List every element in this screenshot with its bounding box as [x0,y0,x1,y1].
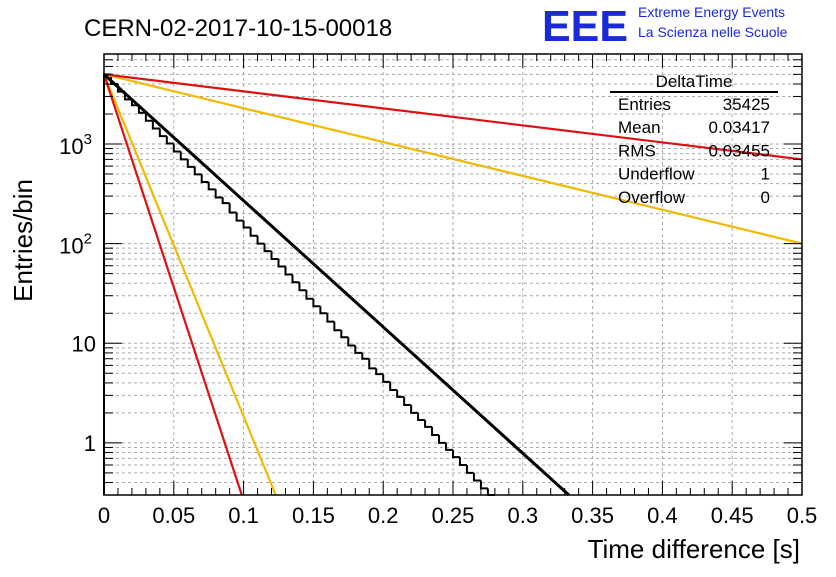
x-tick-label: 0.15 [292,503,335,528]
stats-row-value: 1 [761,165,770,184]
org-name-line1: Extreme Energy Events [638,4,785,20]
stats-row-value: 0.03455 [709,141,770,160]
histogram-bin [445,442,453,451]
histogram-bin [277,259,286,268]
histogram-bin [452,449,460,459]
histogram-bin [158,128,167,138]
histogram-bin [319,306,328,315]
histogram-bin [221,197,230,205]
fit-lines-layer [102,73,803,497]
histogram-bin [200,174,209,184]
x-tick-label: 0.05 [152,503,195,528]
x-tick-label: 0.3 [508,503,539,528]
x-tick-label: 0.35 [571,503,614,528]
stats-row-label: RMS [618,141,656,160]
stats-row-label: Entries [618,95,671,114]
y-axis-title: Entries/bin [8,179,38,302]
y-tick-label: 103 [59,131,92,159]
histogram-bin [207,182,216,191]
histogram-bin [242,220,251,229]
eee-logo: EEE [542,2,628,51]
stats-row-value: 0 [761,188,770,207]
run-title: CERN-02-2017-10-15-00018 [84,15,392,42]
histogram-bin [214,189,223,199]
histogram-bin [284,266,293,276]
histogram-bin [347,337,356,347]
histogram-bin [417,412,426,421]
histogram-bin [305,290,314,300]
histogram-bin [256,235,265,245]
grid-lines [104,54,802,496]
x-tick-label: 0.1 [228,503,259,528]
red-fit-line [103,73,803,161]
histogram-bin [424,419,433,428]
y-tick-label: 1 [84,431,96,456]
histogram-bin [438,435,447,444]
histogram-bin [354,345,363,354]
histogram-bin [326,313,335,323]
histogram-bin [270,251,279,261]
histogram-bin [228,203,237,214]
histogram-bin [382,374,391,383]
stats-row-label: Underflow [618,165,695,184]
y-tick-label: 10 [72,331,96,356]
x-tick-label: 0.2 [368,503,399,528]
histogram-bin [340,330,349,339]
histogram-bin [472,472,481,482]
x-tick-label: 0 [98,503,110,528]
histogram-bin [361,352,370,360]
histogram-bin [172,143,181,153]
yellow-fit-line [103,73,803,245]
red-fit-line [102,73,243,496]
histogram-bin [263,243,272,253]
histogram-bin [186,159,195,168]
histogram-bin [193,166,202,176]
histogram-bin [403,396,412,407]
stats-row-label: Mean [618,118,661,137]
histogram-bin [291,274,300,284]
histogram-bin [465,465,474,474]
stats-row-value: 35425 [723,95,770,114]
stats-row-label: Overflow [618,188,686,207]
histogram-bin [458,457,467,467]
org-name-line2: La Scienza nelle Scuole [638,24,788,40]
histogram-bin [298,282,307,292]
histogram-bin [431,426,440,437]
x-axis-title: Time difference [s] [588,534,800,564]
x-tick-label: 0.25 [432,503,475,528]
yellow-fit-line [102,73,277,496]
histogram-bin [375,368,384,376]
x-tick-label: 0.4 [647,503,678,528]
histogram-bin [179,151,188,161]
stats-row-value: 0.03417 [709,118,770,137]
histogram-bin [368,358,377,370]
y-tick-labels: 1 10 102 103 [59,131,96,456]
stats-box: DeltaTime Entries 35425 Mean 0.03417 RMS 0.03… [610,72,778,207]
x-tick-label: 0.45 [711,503,754,528]
stats-title: DeltaTime [656,72,733,91]
x-tick-label: 0.5 [787,503,818,528]
stats-rows: Entries 35425 Mean 0.03417 RMS 0.03455 Underfl… [618,95,770,207]
histogram-bin [144,112,153,122]
histogram-bin [396,389,405,398]
histogram-bin [389,381,398,391]
histogram-bin [249,227,258,237]
histogram-bin [312,298,321,308]
y-tick-label: 102 [59,231,92,259]
histogram-bin [235,212,244,222]
histogram-bin [151,120,160,130]
fit-fit-line [102,73,570,497]
histogram-bin [333,321,342,332]
histogram-bin [410,405,419,414]
histogram-bin [165,136,174,145]
x-tick-labels: 0 0.05 0.1 0.15 0.2 0.25 0.3 0.35 0.4 0.45 0.5 [98,503,817,528]
axis-ticks [103,53,803,496]
